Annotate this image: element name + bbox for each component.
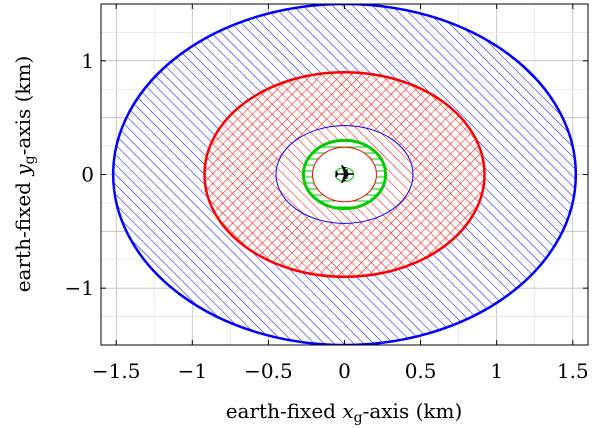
x-tick-label: 1 (490, 359, 503, 383)
x-tick-label: −0.5 (244, 359, 293, 383)
regions (111, 4, 578, 345)
x-tick-label: 0.5 (405, 359, 437, 383)
y-tick-label: 0 (81, 163, 94, 187)
airplane-icon: ✈ (334, 161, 356, 191)
x-tick-label: −1 (178, 359, 207, 383)
y-axis-label: earth-fixed yg-axis (km) (11, 56, 38, 293)
y-tick-label: −1 (65, 276, 94, 300)
tick-marks (101, 4, 588, 345)
x-axis-label: earth-fixed xg-axis (km) (226, 399, 463, 426)
x-tick-label: −1.5 (92, 359, 141, 383)
marker-layer: ✈ (334, 161, 356, 191)
x-tick-label: 1.5 (557, 359, 589, 383)
y-tick-label: 1 (81, 49, 94, 73)
region-ellipse-5 (334, 167, 355, 182)
x-tick-label: 0 (338, 359, 351, 383)
tick-labels: −1.5 −1 −0.5 0 0.5 1 1.5 −1 0 1 (65, 49, 589, 383)
